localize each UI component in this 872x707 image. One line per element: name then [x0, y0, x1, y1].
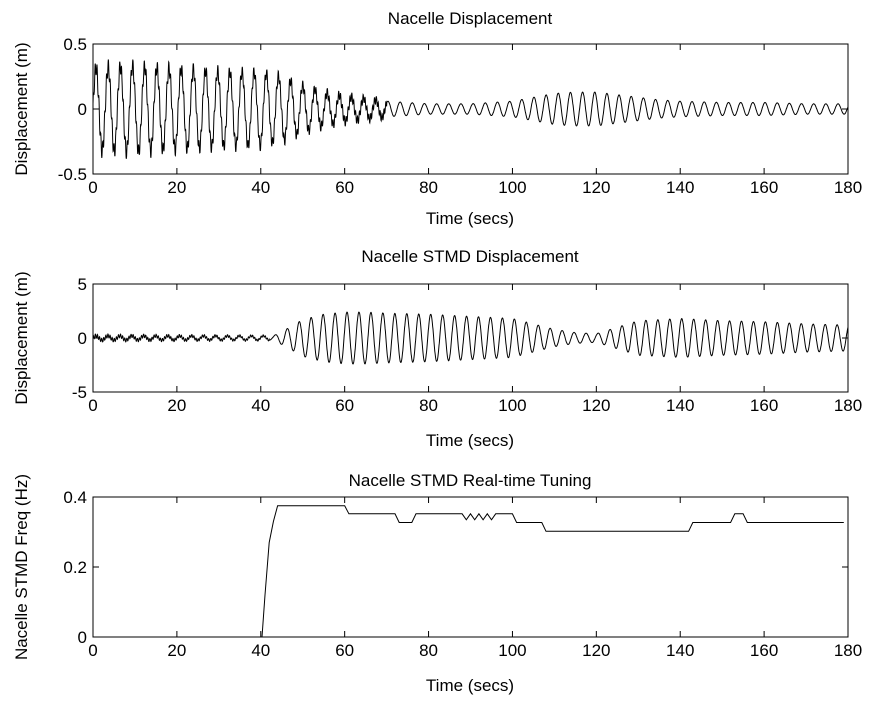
x-axis-label: Time (secs) [426, 676, 514, 695]
x-tick-label: 60 [335, 641, 354, 660]
x-tick-label: 40 [251, 641, 270, 660]
x-tick-label: 160 [750, 178, 778, 197]
x-tick-label: 80 [419, 641, 438, 660]
tick-marks [92, 283, 849, 393]
x-tick-label: 120 [582, 641, 610, 660]
x-tick-label: 80 [419, 396, 438, 415]
y-tick-label: 0 [78, 628, 87, 647]
x-tick-label: 60 [335, 396, 354, 415]
y-axis-label: Displacement (m) [12, 42, 31, 175]
x-tick-label: 140 [666, 641, 694, 660]
series-line [92, 59, 849, 159]
x-tick-label: 0 [88, 641, 97, 660]
y-tick-labels: 0 0.2 0.4 [63, 488, 87, 647]
x-tick-label: 60 [335, 178, 354, 197]
tick-marks [92, 43, 849, 175]
axes-box [92, 496, 849, 638]
x-tick-label: 160 [750, 641, 778, 660]
x-tick-labels: 0 20 40 60 80 100 120 140 160 180 [88, 641, 862, 660]
x-axis-label: Time (secs) [426, 431, 514, 450]
x-tick-label: 20 [167, 178, 186, 197]
panel-stmd-displacement: 0 20 40 60 80 100 120 140 160 180 -505 Nacelle ST… [12, 247, 862, 450]
x-tick-label: 180 [834, 396, 862, 415]
y-tick-labels: -0.5 0 0.5 [58, 35, 87, 184]
x-tick-label: 120 [582, 396, 610, 415]
y-tick-label: 0 [78, 329, 87, 348]
x-tick-label: 40 [251, 178, 270, 197]
x-tick-label: 100 [498, 641, 526, 660]
x-tick-label: 140 [666, 178, 694, 197]
x-tick-label: 140 [666, 396, 694, 415]
y-tick-label: 0.4 [63, 488, 87, 507]
x-tick-label: 180 [834, 641, 862, 660]
x-tick-labels: 0 20 40 60 80 100 120 140 160 180 [88, 396, 862, 415]
y-tick-label: -0.5 [58, 165, 87, 184]
x-tick-label: 180 [834, 178, 862, 197]
x-axis-label: Time (secs) [426, 209, 514, 228]
series-line [92, 311, 849, 365]
panel-nacelle-displacement: 0 20 40 60 80 100 120 140 160 180 -0.500.5 Nacell… [12, 9, 862, 228]
series-line [261, 505, 844, 638]
x-tick-label: 20 [167, 396, 186, 415]
tick-marks [92, 496, 849, 638]
chart-title: Nacelle Displacement [388, 9, 553, 28]
y-axis-label: Nacelle STMD Freq (Hz) [12, 474, 31, 660]
y-tick-label: 0.5 [63, 35, 87, 54]
panel-stmd-tuning: 0 20 40 60 80 100 120 140 160 180 0 0.2 0.4 Nacelle… [12, 471, 862, 695]
chart-title: Nacelle STMD Displacement [361, 247, 579, 266]
x-tick-label: 0 [88, 396, 97, 415]
chart-title: Nacelle STMD Real-time Tuning [349, 471, 592, 490]
x-tick-label: 0 [88, 178, 97, 197]
x-tick-label: 160 [750, 396, 778, 415]
x-tick-label: 40 [251, 396, 270, 415]
y-tick-labels: -5 0 5 [72, 275, 87, 402]
y-tick-label: 0 [78, 100, 87, 119]
x-tick-label: 100 [498, 396, 526, 415]
x-tick-label: 100 [498, 178, 526, 197]
x-tick-label: 80 [419, 178, 438, 197]
x-tick-labels: 0 20 40 60 80 100 120 140 160 180 [88, 178, 862, 197]
y-tick-label: 0.2 [63, 558, 87, 577]
x-tick-label: 20 [167, 641, 186, 660]
y-tick-label: 5 [78, 275, 87, 294]
x-tick-label: 120 [582, 178, 610, 197]
y-tick-label: -5 [72, 383, 87, 402]
y-axis-label: Displacement (m) [12, 271, 31, 404]
